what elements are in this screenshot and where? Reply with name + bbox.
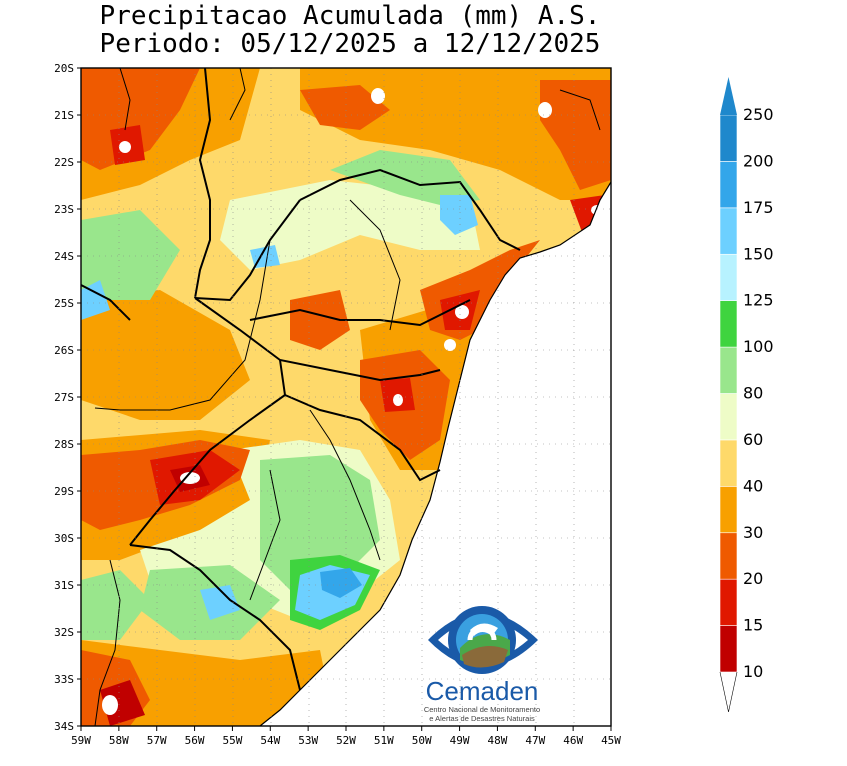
lon-label: 47W <box>525 734 545 747</box>
colorbar-label: 30 <box>743 523 763 542</box>
colorbar-bin <box>719 393 738 441</box>
lat-label: 31S <box>54 579 74 592</box>
lat-label: 23S <box>54 203 74 216</box>
colorbar-legend: 10 15 20 30 40 60 80 100 125 150 175 200 250 <box>719 77 774 713</box>
lat-label: 28S <box>54 438 74 451</box>
lon-label: 51W <box>374 734 394 747</box>
lon-label: 58W <box>109 734 129 747</box>
map-title-line2: Periodo: 05/12/2025 a 12/12/2025 <box>99 29 601 59</box>
lat-label: 22S <box>54 156 74 169</box>
lon-label: 55W <box>222 734 242 747</box>
lat-label: 33S <box>54 673 74 686</box>
colorbar-label: 40 <box>743 476 763 495</box>
colorbar-label: 250 <box>743 105 774 124</box>
lat-label: 30S <box>54 532 74 545</box>
cemaden-eye-icon <box>428 606 538 674</box>
lon-label: 49W <box>450 734 470 747</box>
colorbar-bin <box>719 439 738 487</box>
colorbar-bin <box>719 578 738 626</box>
lon-label: 53W <box>298 734 318 747</box>
colorbar-label: 20 <box>743 569 763 588</box>
lon-label: 54W <box>260 734 280 747</box>
lat-label: 27S <box>54 391 74 404</box>
cemaden-logo-subtitle-1: Centro Nacional de Monitoramento <box>424 705 540 714</box>
colorbar-label: 15 <box>743 616 763 635</box>
colorbar-label: 100 <box>743 337 774 356</box>
colorbar-bin <box>719 207 738 255</box>
coastline <box>259 181 612 727</box>
lat-label: 32S <box>54 626 74 639</box>
colorbar-label: 150 <box>743 244 774 263</box>
latitude-axis: 20S 21S 22S 23S 24S 25S 26S 27S 28S 29S 30S 31S 32S 3… <box>54 62 81 733</box>
colorbar-bin <box>719 253 738 301</box>
colorbar-label: 10 <box>743 662 763 681</box>
colorbar-label: 125 <box>743 291 774 310</box>
colorbar-label: 175 <box>743 198 774 217</box>
lat-label: 24S <box>54 250 74 263</box>
colorbar-label: 80 <box>743 384 763 403</box>
lon-label: 50W <box>412 734 432 747</box>
lon-label: 48W <box>487 734 507 747</box>
lon-label: 46W <box>563 734 583 747</box>
lat-label: 20S <box>54 62 74 75</box>
colorbar-bin <box>719 625 738 673</box>
cemaden-logo-name: Cemaden <box>426 676 539 706</box>
lat-label: 26S <box>54 344 74 357</box>
cemaden-logo: Cemaden Centro Nacional de Monitoramento… <box>424 606 540 723</box>
lat-label: 29S <box>54 485 74 498</box>
longitude-axis: 59W 58W 57W 56W 55W 54W 53W 52W 51W 50W 49W 48W 47W 4… <box>71 726 621 747</box>
state-borders <box>81 68 521 691</box>
grid-lines <box>81 68 611 726</box>
colorbar-bin <box>719 300 738 348</box>
colorbar-label: 200 <box>743 151 774 170</box>
lon-label: 57W <box>147 734 167 747</box>
lon-label: 56W <box>185 734 205 747</box>
colorbar-bin <box>719 532 738 580</box>
lon-label: 59W <box>71 734 91 747</box>
lat-label: 34S <box>54 720 74 733</box>
lon-label: 45W <box>601 734 621 747</box>
lon-label: 52W <box>336 734 356 747</box>
colorbar-bin <box>719 114 738 162</box>
colorbar-bin <box>719 486 738 534</box>
map-title-line1: Precipitacao Acumulada (mm) A.S. <box>99 1 601 31</box>
colorbar-max-arrow <box>720 77 737 115</box>
lat-label: 25S <box>54 297 74 310</box>
colorbar-bin <box>719 161 738 209</box>
lat-label: 21S <box>54 109 74 122</box>
colorbar-min-arrow <box>719 671 738 713</box>
cemaden-logo-subtitle-2: e Alertas de Desastres Naturais <box>429 714 535 723</box>
municipal-borders <box>94 68 601 726</box>
colorbar-label: 60 <box>743 430 763 449</box>
colorbar-bin <box>719 346 738 394</box>
